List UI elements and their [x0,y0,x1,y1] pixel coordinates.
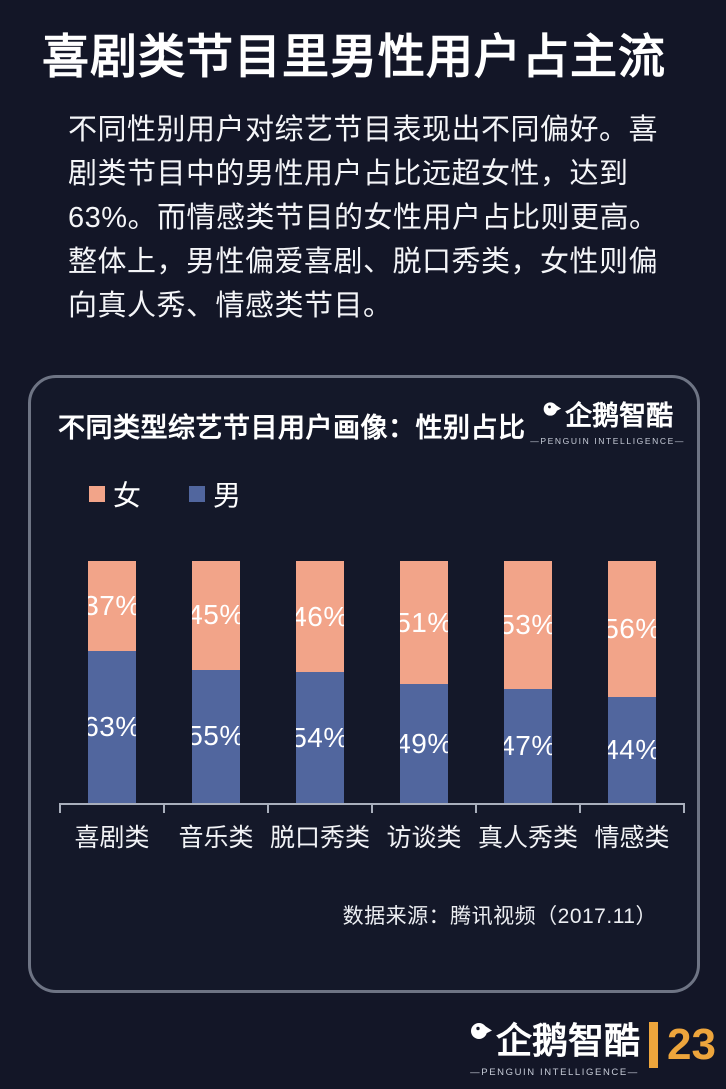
bar-脱口秀类: 46% 54% [268,561,372,803]
bar-真人秀类: 53% 47% [476,561,580,803]
value-label: 56% [608,612,656,644]
legend-label: 女 [113,480,142,511]
category-label: 脱口秀类 [269,824,370,852]
segment-男-音乐类: 55% [192,669,240,803]
legend-item-0: 女 [89,474,141,514]
category-label: 喜剧类 [74,824,150,852]
segment-男-访谈类: 49% [400,684,448,803]
segment-女-访谈类: 51% [400,561,448,685]
penguin-icon [543,401,562,416]
x-axis [59,803,685,813]
segment-女-脱口秀类: 46% [296,561,344,673]
segment-男-喜剧类: 63% [88,650,136,803]
bar-喜剧类: 37% 63% [60,561,164,803]
axis-tick [267,803,269,813]
legend-label: 男 [213,480,242,511]
page-footer: 企鹅智酷 —PENGUIN INTELLIGENCE— 23 [469,1012,716,1078]
data-source: 数据来源：腾讯视频（2017.11） [342,905,657,928]
segment-女-情感类: 56% [608,561,656,697]
value-label: 37% [88,589,136,621]
brand-name: 企鹅智酷 [565,401,674,431]
legend-item-1: 男 [189,474,241,514]
value-label: 55% [192,720,240,752]
legend-swatch [189,486,206,502]
segment-男-情感类: 44% [608,696,656,803]
axis-tick [163,803,165,813]
category-label: 音乐类 [178,824,254,852]
legend-swatch [89,486,105,502]
axis-tick [475,803,477,813]
intro-paragraph: 不同性别用户对综艺节目表现出不同偏好。喜剧类节目中的男性用户占比远超女性，达到6… [68,114,659,322]
brand-row: 企鹅智酷 [542,394,673,433]
value-label: 51% [400,606,448,638]
page-number-divider [649,1022,659,1068]
chart-legend: 女男 [89,474,241,514]
value-label: 47% [504,730,552,762]
stacked-bar: 46% 54% [296,561,344,803]
stacked-bar: 37% 63% [88,561,136,803]
bar-访谈类: 51% 49% [372,561,476,803]
chart-title: 不同类型综艺节目用户画像：性别占比 [58,413,526,443]
stacked-bar: 56% 44% [608,561,656,803]
segment-男-真人秀类: 47% [504,689,552,803]
axis-tick [59,803,61,813]
chart-card: 不同类型综艺节目用户画像：性别占比 企鹅智酷 —PENGUIN INTELLIG… [28,375,700,993]
page-number: 23 [667,1020,716,1069]
value-label: 54% [296,721,344,753]
page-title: 喜剧类节目里男性用户占主流 [42,30,666,83]
value-label: 49% [400,727,448,759]
brand-logo: 企鹅智酷 —PENGUIN INTELLIGENCE— [530,394,685,446]
value-label: 45% [192,599,240,631]
category-label: 访谈类 [386,824,462,852]
value-label: 44% [608,733,656,765]
segment-女-音乐类: 45% [192,561,240,670]
stacked-bar: 51% 49% [400,561,448,803]
footer-brand-name: 企鹅智酷 [496,1020,641,1061]
value-label: 53% [504,609,552,641]
category-label: 情感类 [594,824,670,852]
category-axis: 喜剧类 音乐类 脱口秀类 访谈类 真人秀类 情感类 [60,818,684,854]
segment-男-脱口秀类: 54% [296,672,344,803]
penguin-icon [471,1023,493,1039]
stacked-bar: 53% 47% [504,561,552,803]
plot-area: 37% 63% 45% 55% 46% 54% 51% 49% 53% 47% 56% 44% [60,561,684,803]
category-label: 真人秀类 [477,824,578,852]
footer-brand-row: 企鹅智酷 [469,1012,640,1064]
segment-女-喜剧类: 37% [88,561,136,651]
brand-subtitle: —PENGUIN INTELLIGENCE— [530,436,685,446]
bar-音乐类: 45% 55% [164,561,268,803]
axis-tick [371,803,373,813]
bar-情感类: 56% 44% [580,561,684,803]
segment-女-真人秀类: 53% [504,561,552,690]
value-label: 63% [88,710,136,742]
axis-tick [579,803,581,813]
footer-brand-logo: 企鹅智酷 —PENGUIN INTELLIGENCE— [469,1012,640,1078]
footer-brand-subtitle: —PENGUIN INTELLIGENCE— [470,1067,639,1078]
value-label: 46% [296,600,344,632]
stacked-bar: 45% 55% [192,561,240,803]
axis-tick [683,803,685,813]
